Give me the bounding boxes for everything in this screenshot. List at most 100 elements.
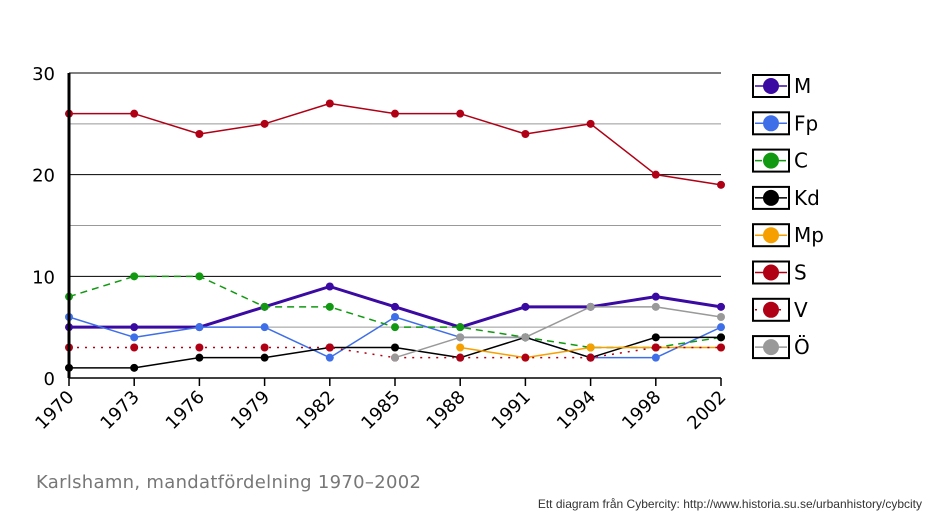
- legend-swatch-marker: [763, 78, 779, 94]
- data-point: [130, 333, 139, 342]
- legend-label: S: [794, 261, 807, 285]
- data-point: [391, 343, 399, 352]
- legend-label: Mp: [794, 223, 824, 247]
- data-point: [521, 302, 530, 311]
- legend-swatch-marker: [763, 227, 779, 244]
- data-point: [717, 343, 725, 352]
- data-point: [130, 323, 139, 332]
- data-point: [717, 180, 725, 189]
- x-tick-label: 1982: [292, 387, 339, 434]
- data-point: [456, 353, 465, 362]
- series-line: [68, 275, 722, 349]
- data-point: [260, 343, 269, 352]
- legend-swatch-marker: [763, 189, 779, 206]
- data-point: [717, 302, 725, 311]
- data-point: [651, 302, 660, 311]
- data-point: [456, 343, 465, 352]
- data-point: [651, 333, 660, 342]
- legend-item-Ö: Ö: [752, 335, 810, 360]
- data-point: [586, 343, 595, 352]
- legend-swatch-marker: [763, 152, 779, 169]
- data-point: [586, 302, 595, 311]
- data-point: [586, 119, 595, 128]
- data-point: [130, 363, 139, 372]
- data-point: [717, 323, 725, 332]
- data-point: [651, 343, 660, 352]
- legend-item-Fp: Fp: [752, 111, 818, 136]
- data-point: [391, 323, 399, 332]
- x-tick-label: 1979: [227, 387, 274, 434]
- data-point: [195, 272, 204, 281]
- x-tick-label: 1994: [553, 387, 600, 434]
- x-tick-label: 1970: [31, 387, 78, 434]
- y-axis-ticks: 0 10 20 30: [32, 64, 55, 390]
- legend-swatch-marker: [763, 264, 779, 281]
- data-point: [260, 353, 269, 362]
- axes: [67, 73, 721, 379]
- x-tick-label: 1985: [357, 387, 404, 434]
- data-point: [391, 313, 399, 321]
- series-C: [65, 272, 725, 352]
- series-S: [65, 99, 725, 189]
- data-point: [586, 353, 595, 362]
- data-point: [651, 353, 660, 362]
- data-point: [325, 343, 334, 352]
- x-tick-label: 2002: [683, 387, 730, 434]
- series-line: [69, 346, 721, 359]
- source-credit: Ett diagram från Cybercity: http://www.h…: [537, 497, 922, 511]
- data-point: [456, 109, 465, 118]
- data-point: [260, 302, 269, 311]
- legend-label: Kd: [794, 186, 820, 210]
- series-Ö: [391, 302, 725, 362]
- legend: M Fp C Kd Mp SVÖ: [752, 74, 824, 360]
- legend-label: Fp: [794, 111, 818, 135]
- x-tick-label: 1976: [162, 387, 209, 434]
- series-Kd: [65, 333, 725, 372]
- data-point: [195, 353, 204, 362]
- x-tick-label: 1991: [488, 387, 535, 434]
- data-point: [195, 323, 204, 332]
- data-point: [325, 282, 334, 291]
- data-point: [130, 343, 139, 352]
- data-point: [260, 119, 269, 128]
- x-tick-label: 1973: [96, 387, 143, 434]
- data-point: [391, 302, 399, 311]
- x-axis-ticks: 1970 1973 1976 1979 1982 1985 1988 1991 1994 1998…: [31, 378, 731, 434]
- data-point: [195, 343, 204, 352]
- data-point: [325, 353, 334, 362]
- legend-item-C: C: [752, 148, 808, 173]
- data-point: [195, 130, 204, 138]
- series-line: [394, 306, 722, 359]
- data-point: [325, 99, 334, 108]
- line-chart: 0 10 20 30 1970 1973 1976 1979 1982 1985 1988 1991…: [31, 64, 824, 434]
- chart-caption: Karlshamn, mandatfördelning 1970–2002: [36, 472, 422, 493]
- y-tick-label: 30: [32, 64, 55, 85]
- legend-item-Kd: Kd: [752, 185, 820, 210]
- legend-item-Mp: Mp: [752, 223, 824, 248]
- data-point: [717, 313, 725, 321]
- legend-swatch-marker: [763, 115, 779, 132]
- data-point: [260, 323, 269, 332]
- data-point: [521, 130, 530, 138]
- series-line: [69, 336, 721, 369]
- legend-swatch-marker: [763, 301, 779, 318]
- legend-item-V: V: [752, 297, 808, 322]
- data-point: [391, 353, 399, 362]
- data-point: [456, 333, 465, 342]
- legend-swatch-marker: [763, 339, 779, 356]
- x-tick-label: 1998: [618, 387, 665, 434]
- legend-label: Ö: [794, 335, 810, 359]
- y-tick-label: 10: [32, 267, 55, 288]
- legend-label: M: [794, 74, 811, 98]
- y-tick-label: 20: [32, 166, 55, 187]
- legend-label: V: [794, 298, 808, 322]
- data-point: [456, 323, 465, 332]
- data-point: [521, 353, 530, 362]
- data-point: [717, 333, 725, 342]
- x-tick-label: 1988: [422, 387, 469, 434]
- legend-item-S: S: [752, 260, 807, 285]
- legend-label: C: [794, 149, 808, 173]
- y-tick-label: 0: [44, 369, 55, 390]
- data-point: [521, 333, 530, 342]
- series-line: [68, 316, 722, 359]
